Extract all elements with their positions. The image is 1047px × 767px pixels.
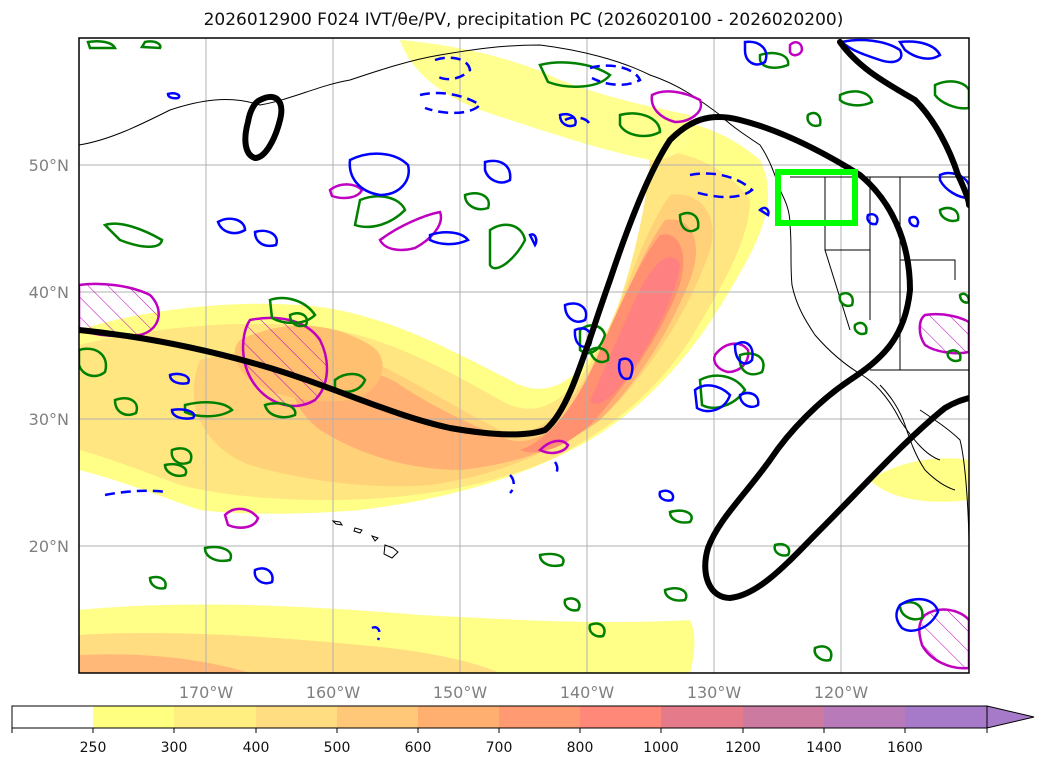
hawaii-small-3 bbox=[370, 535, 379, 542]
lon-label-150w: 150°W bbox=[433, 683, 488, 702]
colorbar-seg-6 bbox=[499, 706, 580, 728]
theta-e-contours bbox=[79, 40, 969, 662]
coastline-baja bbox=[879, 384, 956, 491]
ivt-north bbox=[400, 40, 693, 160]
lat-labels: 50°N 40°N 30°N 20°N bbox=[29, 156, 69, 556]
colorbar-seg-7 bbox=[580, 706, 661, 728]
precip-contour-d bbox=[537, 439, 570, 455]
lon-label-170w: 170°W bbox=[179, 683, 234, 702]
highlight-box bbox=[775, 169, 858, 226]
ivt-tropical-core bbox=[79, 654, 250, 673]
colorbar-seg-1 bbox=[93, 706, 174, 728]
state-borders bbox=[824, 177, 956, 370]
lat-label-40: 40°N bbox=[29, 283, 69, 302]
lat-label-20: 20°N bbox=[29, 537, 69, 556]
contour-northwest-loop bbox=[242, 93, 285, 162]
lat-label-30: 30°N bbox=[29, 410, 69, 429]
colorbar-seg-9 bbox=[743, 706, 824, 728]
coastline-mexico bbox=[919, 409, 969, 541]
precip-contour-a bbox=[378, 210, 443, 252]
hawaii-small-1 bbox=[331, 520, 344, 526]
colorbar-label-800: 800 bbox=[567, 740, 594, 756]
ivt-band-1000 bbox=[590, 257, 680, 404]
map-frame bbox=[78, 37, 970, 674]
colorbar-label-1200: 1200 bbox=[725, 740, 761, 756]
pv-contours bbox=[104, 38, 969, 641]
precip-contour-e bbox=[223, 507, 260, 529]
coastlines bbox=[79, 44, 969, 559]
colorbar-label-1400: 1400 bbox=[806, 740, 842, 756]
hawaii-island bbox=[383, 544, 399, 559]
ivt-east bbox=[870, 458, 969, 502]
colorbar-label-400: 400 bbox=[243, 740, 270, 756]
colorbar-label-600: 600 bbox=[405, 740, 432, 756]
colorbar-seg-0 bbox=[12, 706, 93, 728]
precip-contour-g bbox=[788, 41, 804, 57]
ivt-shading bbox=[79, 40, 969, 673]
colorbar-label-700: 700 bbox=[486, 740, 513, 756]
colorbar-label-1000: 1000 bbox=[643, 740, 679, 756]
lat-label-50: 50°N bbox=[29, 156, 69, 175]
lon-label-120w: 120°W bbox=[814, 683, 869, 702]
contour-main-trough bbox=[79, 113, 969, 602]
lon-labels: 170°W 160°W 150°W 140°W 130°W 120°W bbox=[179, 683, 869, 702]
colorbar-label-1600: 1600 bbox=[887, 740, 923, 756]
precip-region-east bbox=[918, 313, 969, 355]
colorbar: 250 300 400 500 600 700 800 1000 1200 14… bbox=[11, 705, 1035, 756]
colorbar-label-250: 250 bbox=[80, 740, 107, 756]
black-contours bbox=[79, 39, 969, 602]
coastline-us-west bbox=[789, 224, 941, 461]
colorbar-seg-10 bbox=[824, 706, 905, 728]
hawaii-small-2 bbox=[353, 527, 363, 534]
coastline-alaska bbox=[79, 44, 721, 146]
colorbar-seg-8 bbox=[661, 706, 743, 728]
lon-label-160w: 160°W bbox=[306, 683, 361, 702]
colorbar-seg-11 bbox=[905, 706, 987, 728]
precip-contour-f bbox=[328, 183, 364, 200]
colorbar-label-500: 500 bbox=[324, 740, 351, 756]
colorbar-label-300: 300 bbox=[161, 740, 188, 756]
figure-title: 2026012900 F024 IVT/θe/PV, precipitation… bbox=[203, 10, 844, 30]
precip-contour-b bbox=[650, 90, 703, 124]
lon-label-140w: 140°W bbox=[560, 683, 615, 702]
contour-northeast bbox=[837, 39, 969, 208]
colorbar-seg-4 bbox=[337, 706, 418, 728]
colorbar-extend-arrow bbox=[986, 705, 1035, 729]
lon-label-130w: 130°W bbox=[687, 683, 742, 702]
colorbar-seg-3 bbox=[256, 706, 337, 728]
colorbar-seg-2 bbox=[174, 706, 256, 728]
precip-contour-c bbox=[713, 342, 750, 374]
colorbar-seg-5 bbox=[418, 706, 499, 728]
graticule bbox=[79, 38, 969, 673]
coastline-bc bbox=[719, 114, 791, 226]
colorbar-ticks bbox=[11, 728, 988, 733]
